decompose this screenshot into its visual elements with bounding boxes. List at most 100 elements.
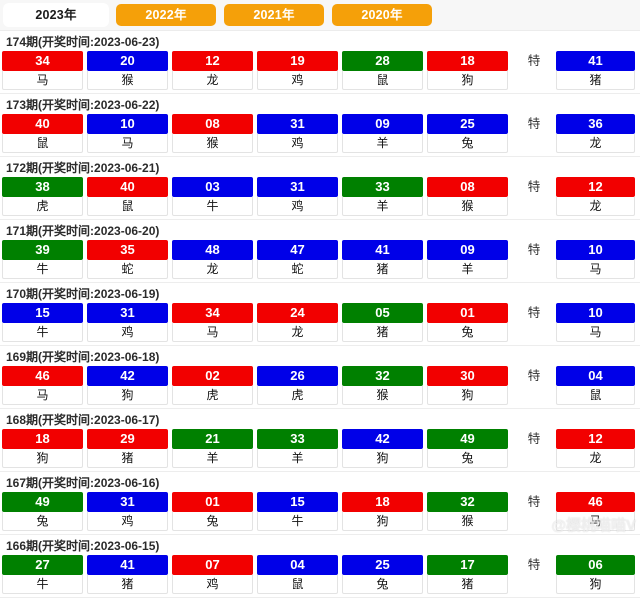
normal-ball: 21 羊 (172, 429, 253, 468)
normal-ball: 42 狗 (87, 366, 168, 405)
ball-zodiac: 猴 (172, 134, 253, 153)
ball-number: 40 (87, 177, 168, 197)
normal-ball: 31 鸡 (257, 177, 338, 216)
ball-number: 46 (2, 366, 83, 386)
ball-number: 02 (172, 366, 253, 386)
special-ball: 06 狗 (556, 555, 635, 594)
normal-ball: 18 狗 (2, 429, 83, 468)
ball-number: 05 (342, 303, 423, 323)
normal-ball: 31 鸡 (87, 492, 168, 531)
ball-number: 32 (342, 366, 423, 386)
draw-results-list: 174期(开奖时间:2023-06-23) 34 马 20 猴 12 龙 19 鸡 28 鼠 18 狗特… (0, 31, 640, 598)
ball-number: 18 (2, 429, 83, 449)
special-ball: 46 马 (556, 492, 635, 531)
ball-zodiac: 兔 (427, 323, 508, 342)
normal-ball: 08 猴 (172, 114, 253, 153)
ball-zodiac: 鸡 (87, 512, 168, 531)
special-ball-separator: 特 (527, 117, 541, 131)
normal-ball: 48 龙 (172, 240, 253, 279)
draw-period-label: 169期(开奖时间:2023-06-18) (6, 350, 160, 364)
ball-zodiac: 猴 (342, 386, 423, 405)
normal-ball: 25 兔 (342, 555, 423, 594)
normal-ball: 31 鸡 (87, 303, 168, 342)
special-ball-zodiac: 马 (556, 260, 635, 279)
normal-ball: 26 虎 (257, 366, 338, 405)
special-ball-zodiac: 龙 (556, 134, 635, 153)
ball-number: 01 (427, 303, 508, 323)
normal-ball: 18 狗 (427, 51, 508, 90)
normal-ball: 32 猴 (427, 492, 508, 531)
ball-zodiac: 虎 (172, 386, 253, 405)
draw-row: 171期(开奖时间:2023-06-20) 39 牛 35 蛇 48 龙 47 蛇 41 猪 09 羊特… (0, 220, 640, 283)
ball-number: 39 (2, 240, 83, 260)
ball-group: 27 牛 41 猪 07 鸡 04 鼠 25 兔 17 猪特 06 狗 (0, 555, 640, 597)
special-ball-separator: 特 (527, 558, 541, 572)
ball-number: 19 (257, 51, 338, 71)
special-ball-number: 06 (556, 555, 635, 575)
year-tab-2023[interactable]: 2023年 (4, 4, 108, 26)
ball-number: 26 (257, 366, 338, 386)
ball-number: 18 (342, 492, 423, 512)
ball-number: 07 (172, 555, 253, 575)
ball-number: 18 (427, 51, 508, 71)
ball-zodiac: 龙 (172, 260, 253, 279)
ball-number: 08 (172, 114, 253, 134)
ball-zodiac: 猪 (87, 449, 168, 468)
ball-number: 34 (2, 51, 83, 71)
ball-zodiac: 狗 (2, 449, 83, 468)
normal-ball: 05 猪 (342, 303, 423, 342)
normal-ball: 40 鼠 (2, 114, 83, 153)
ball-group: 46 马 42 狗 02 虎 26 虎 32 猴 30 狗特 04 鼠 (0, 366, 640, 408)
ball-number: 15 (257, 492, 338, 512)
normal-ball: 30 狗 (427, 366, 508, 405)
year-tab-2020[interactable]: 2020年 (332, 4, 432, 26)
ball-zodiac: 羊 (257, 449, 338, 468)
ball-zodiac: 龙 (257, 323, 338, 342)
special-ball-zodiac: 龙 (556, 449, 635, 468)
ball-zodiac: 牛 (257, 512, 338, 531)
ball-number: 24 (257, 303, 338, 323)
ball-zodiac: 鸡 (172, 575, 253, 594)
ball-number: 09 (427, 240, 508, 260)
ball-group: 39 牛 35 蛇 48 龙 47 蛇 41 猪 09 羊特 10 马 (0, 240, 640, 282)
normal-ball: 04 鼠 (257, 555, 338, 594)
ball-number: 21 (172, 429, 253, 449)
normal-ball: 29 猪 (87, 429, 168, 468)
ball-number: 31 (257, 114, 338, 134)
draw-period-label: 167期(开奖时间:2023-06-16) (6, 476, 160, 490)
ball-zodiac: 猴 (427, 197, 508, 216)
normal-ball: 10 马 (87, 114, 168, 153)
ball-zodiac: 兔 (427, 134, 508, 153)
special-ball-number: 41 (556, 51, 635, 71)
ball-zodiac: 鸡 (257, 197, 338, 216)
special-ball-zodiac: 马 (556, 512, 635, 531)
normal-ball: 46 马 (2, 366, 83, 405)
normal-ball: 41 猪 (87, 555, 168, 594)
ball-zodiac: 羊 (172, 449, 253, 468)
draw-period-label: 174期(开奖时间:2023-06-23) (6, 35, 160, 49)
year-tab-2021[interactable]: 2021年 (224, 4, 324, 26)
year-tab-2022[interactable]: 2022年 (116, 4, 216, 26)
ball-number: 25 (342, 555, 423, 575)
ball-zodiac: 猪 (342, 323, 423, 342)
normal-ball: 49 兔 (427, 429, 508, 468)
ball-group: 18 狗 29 猪 21 羊 33 羊 42 狗 49 兔特 12 龙 (0, 429, 640, 471)
ball-number: 10 (87, 114, 168, 134)
ball-zodiac: 马 (2, 386, 83, 405)
normal-ball: 27 牛 (2, 555, 83, 594)
ball-zodiac: 虎 (257, 386, 338, 405)
ball-zodiac: 牛 (2, 260, 83, 279)
ball-number: 48 (172, 240, 253, 260)
ball-zodiac: 猴 (427, 512, 508, 531)
ball-number: 33 (257, 429, 338, 449)
ball-zodiac: 鼠 (87, 197, 168, 216)
year-tab-bar: 2023年 2022年 2021年 2020年 (0, 0, 640, 31)
special-ball: 04 鼠 (556, 366, 635, 405)
special-ball-zodiac: 鼠 (556, 386, 635, 405)
ball-number: 09 (342, 114, 423, 134)
ball-number: 47 (257, 240, 338, 260)
ball-number: 12 (172, 51, 253, 71)
special-ball: 36 龙 (556, 114, 635, 153)
ball-zodiac: 猪 (342, 260, 423, 279)
special-ball-separator: 特 (527, 54, 541, 68)
